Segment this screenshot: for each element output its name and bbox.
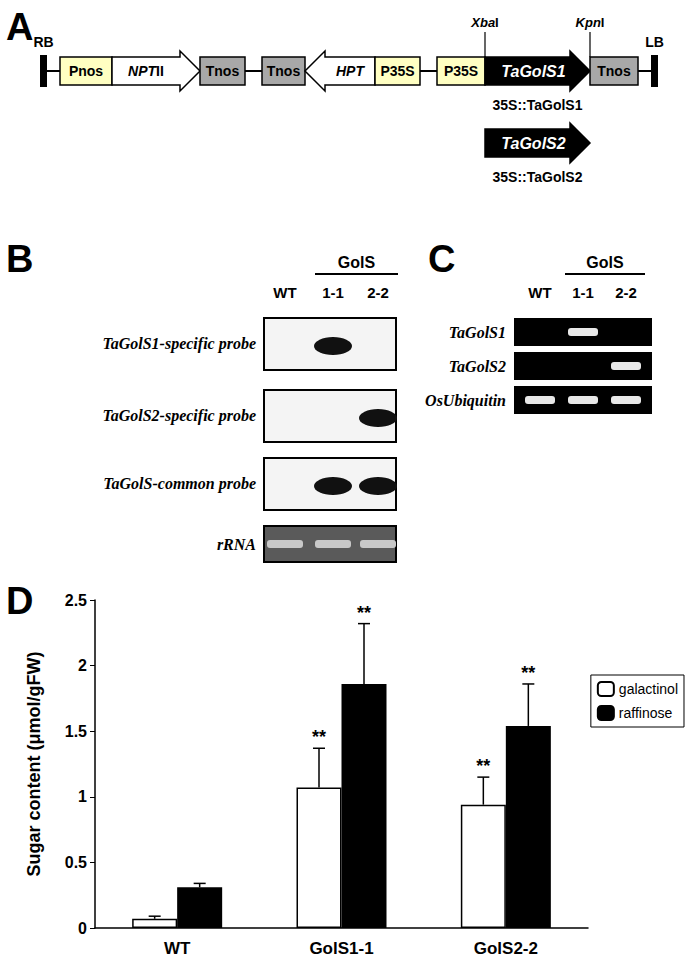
svg-text:WT: WT — [164, 939, 191, 958]
svg-text:2-2: 2-2 — [367, 284, 389, 301]
svg-text:1: 1 — [78, 788, 87, 805]
svg-text:1.5: 1.5 — [65, 723, 87, 740]
svg-text:NPTII: NPTII — [128, 63, 164, 79]
svg-text:XbaI: XbaI — [470, 15, 498, 30]
svg-text:Tnos: Tnos — [597, 63, 631, 79]
svg-text:WT: WT — [273, 284, 296, 301]
svg-text:GolS: GolS — [338, 254, 376, 271]
svg-text:RB: RB — [33, 34, 53, 50]
svg-text:rRNA: rRNA — [217, 536, 256, 553]
svg-text:Sugar content (μmol/gFW): Sugar content (μmol/gFW) — [24, 652, 44, 877]
svg-text:GolS1-1: GolS1-1 — [309, 939, 373, 958]
svg-text:TaGolS1: TaGolS1 — [501, 63, 565, 80]
svg-text:Tnos: Tnos — [267, 63, 301, 79]
svg-text:D: D — [6, 580, 33, 622]
svg-text:GolS: GolS — [586, 254, 624, 271]
svg-text:Pnos: Pnos — [69, 63, 103, 79]
svg-text:B: B — [6, 238, 33, 280]
svg-text:1-1: 1-1 — [322, 284, 344, 301]
svg-text:**: ** — [312, 727, 326, 747]
svg-text:TaGolS1: TaGolS1 — [449, 324, 506, 341]
svg-text:**: ** — [357, 603, 371, 623]
svg-text:WT: WT — [528, 284, 551, 301]
svg-text:1-1: 1-1 — [572, 284, 594, 301]
svg-text:P35S: P35S — [380, 63, 414, 79]
svg-text:C: C — [428, 238, 455, 280]
svg-text:galactinol: galactinol — [619, 681, 678, 697]
svg-text:TaGolS2: TaGolS2 — [449, 358, 506, 375]
svg-text:0.5: 0.5 — [65, 854, 87, 871]
svg-text:**: ** — [521, 663, 535, 683]
svg-text:LB: LB — [645, 34, 664, 50]
svg-text:35S::TaGolS2: 35S::TaGolS2 — [493, 169, 583, 185]
svg-text:2: 2 — [78, 657, 87, 674]
svg-text:35S::TaGolS1: 35S::TaGolS1 — [493, 97, 583, 113]
svg-text:2-2: 2-2 — [615, 284, 637, 301]
svg-text:2.5: 2.5 — [65, 592, 87, 609]
svg-text:TaGolS1-specific probe: TaGolS1-specific probe — [102, 335, 256, 353]
svg-text:GolS2-2: GolS2-2 — [474, 939, 538, 958]
svg-text:OsUbiquitin: OsUbiquitin — [425, 392, 506, 410]
svg-text:**: ** — [476, 756, 490, 776]
svg-text:TaGolS-common probe: TaGolS-common probe — [103, 475, 256, 493]
svg-text:A: A — [6, 6, 33, 48]
svg-text:P35S: P35S — [444, 63, 478, 79]
svg-text:0: 0 — [78, 920, 87, 937]
svg-text:TaGolS2: TaGolS2 — [501, 135, 565, 152]
svg-text:TaGolS2-specific probe: TaGolS2-specific probe — [102, 407, 256, 425]
svg-text:HPT: HPT — [336, 63, 365, 79]
svg-text:raffinose: raffinose — [619, 705, 673, 721]
svg-text:KpnI: KpnI — [576, 15, 605, 30]
svg-text:Tnos: Tnos — [206, 63, 240, 79]
